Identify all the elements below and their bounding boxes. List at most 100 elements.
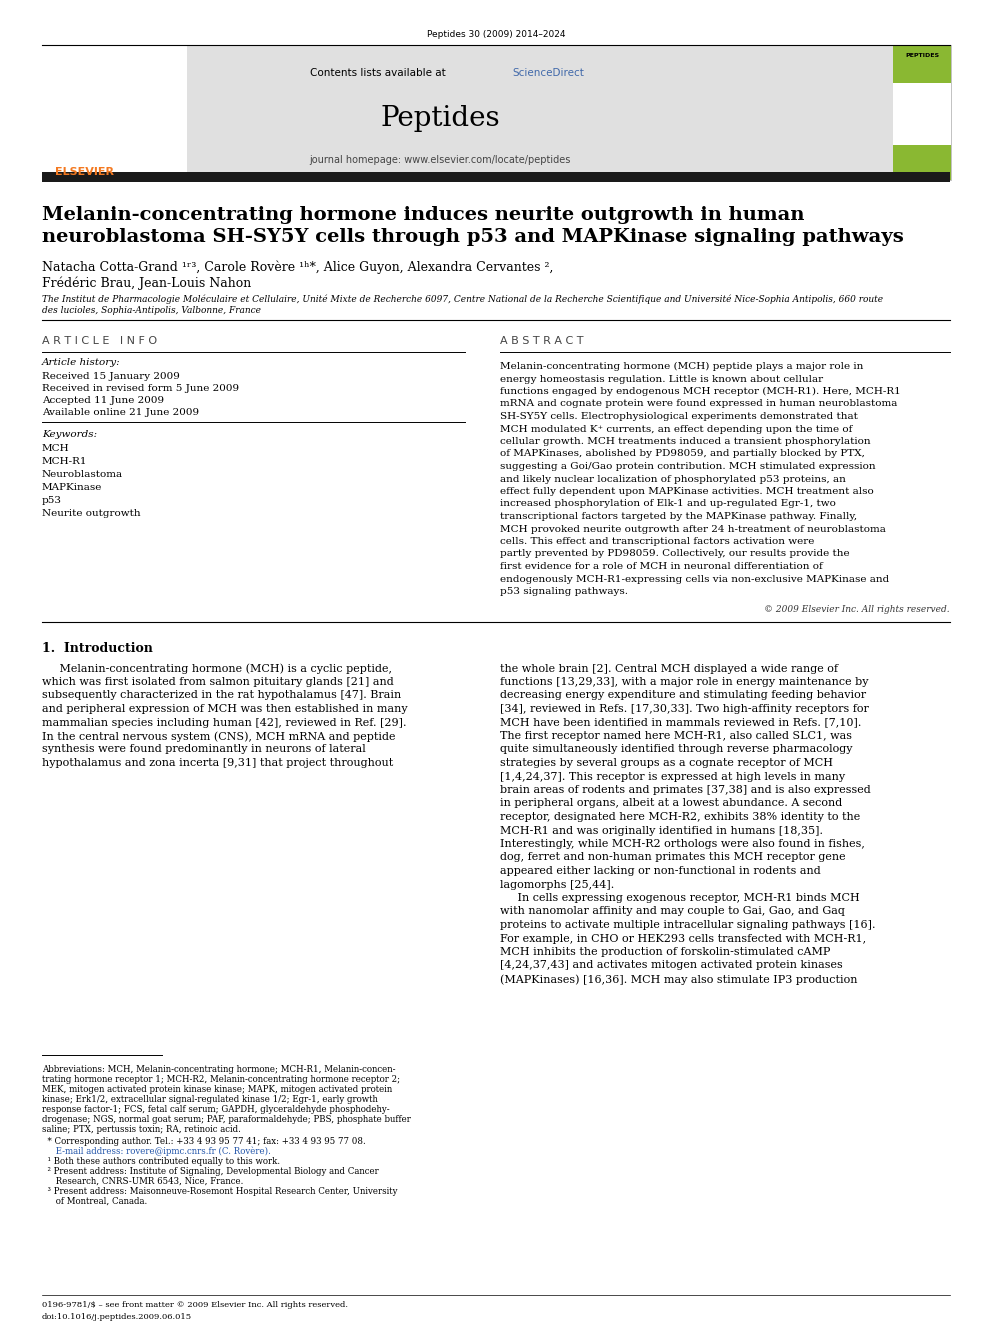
Text: A R T I C L E   I N F O: A R T I C L E I N F O bbox=[42, 336, 157, 347]
Text: Available online 21 June 2009: Available online 21 June 2009 bbox=[42, 407, 199, 417]
Text: response factor-1; FCS, fetal calf serum; GAPDH, glyceraldehyde phosphodehy-: response factor-1; FCS, fetal calf serum… bbox=[42, 1105, 390, 1114]
Text: hypothalamus and zona incerta [9,31] that project throughout: hypothalamus and zona incerta [9,31] tha… bbox=[42, 758, 393, 767]
Text: The first receptor named here MCH-R1, also called SLC1, was: The first receptor named here MCH-R1, al… bbox=[500, 732, 852, 741]
Text: MAPKinase: MAPKinase bbox=[42, 483, 102, 492]
Text: quite simultaneously identified through reverse pharmacology: quite simultaneously identified through … bbox=[500, 745, 852, 754]
Text: saline; PTX, pertussis toxin; RA, retinoic acid.: saline; PTX, pertussis toxin; RA, retino… bbox=[42, 1125, 241, 1134]
Text: with nanomolar affinity and may couple to Gai, Gao, and Gaq: with nanomolar affinity and may couple t… bbox=[500, 906, 845, 917]
Text: and peripheral expression of MCH was then established in many: and peripheral expression of MCH was the… bbox=[42, 704, 408, 714]
Text: effect fully dependent upon MAPKinase activities. MCH treatment also: effect fully dependent upon MAPKinase ac… bbox=[500, 487, 874, 496]
Text: suggesting a Goi/Gao protein contribution. MCH stimulated expression: suggesting a Goi/Gao protein contributio… bbox=[500, 462, 876, 471]
Text: Melanin-concentrating hormone (MCH) is a cyclic peptide,: Melanin-concentrating hormone (MCH) is a… bbox=[42, 664, 392, 673]
Text: cellular growth. MCH treatments induced a transient phosphorylation: cellular growth. MCH treatments induced … bbox=[500, 437, 871, 446]
Text: mammalian species including human [42], reviewed in Ref. [29].: mammalian species including human [42], … bbox=[42, 717, 407, 728]
Text: endogenously MCH-R1-expressing cells via non-exclusive MAPKinase and: endogenously MCH-R1-expressing cells via… bbox=[500, 574, 889, 583]
Text: MCH-R1: MCH-R1 bbox=[42, 456, 87, 466]
Text: increased phosphorylation of Elk-1 and up-regulated Egr-1, two: increased phosphorylation of Elk-1 and u… bbox=[500, 500, 836, 508]
Text: kinase; Erk1/2, extracellular signal-regulated kinase 1/2; Egr-1, early growth: kinase; Erk1/2, extracellular signal-reg… bbox=[42, 1095, 378, 1103]
Text: p53: p53 bbox=[42, 496, 62, 505]
Text: journal homepage: www.elsevier.com/locate/peptides: journal homepage: www.elsevier.com/locat… bbox=[310, 155, 570, 165]
Text: Received 15 January 2009: Received 15 January 2009 bbox=[42, 372, 180, 381]
Text: Neuroblastoma: Neuroblastoma bbox=[42, 470, 123, 479]
Text: Article history:: Article history: bbox=[42, 359, 121, 366]
Text: mRNA and cognate protein were found expressed in human neuroblastoma: mRNA and cognate protein were found expr… bbox=[500, 400, 898, 409]
Text: © 2009 Elsevier Inc. All rights reserved.: © 2009 Elsevier Inc. All rights reserved… bbox=[765, 605, 950, 614]
Text: SH-SY5Y cells. Electrophysiological experiments demonstrated that: SH-SY5Y cells. Electrophysiological expe… bbox=[500, 411, 858, 421]
Text: * Corresponding author. Tel.: +33 4 93 95 77 41; fax: +33 4 93 95 77 08.: * Corresponding author. Tel.: +33 4 93 9… bbox=[42, 1136, 366, 1146]
Text: Melanin-concentrating hormone induces neurite outgrowth in human: Melanin-concentrating hormone induces ne… bbox=[42, 206, 805, 224]
Text: of MAPKinases, abolished by PD98059, and partially blocked by PTX,: of MAPKinases, abolished by PD98059, and… bbox=[500, 450, 865, 459]
Text: [1,4,24,37]. This receptor is expressed at high levels in many: [1,4,24,37]. This receptor is expressed … bbox=[500, 771, 845, 782]
Text: Received in revised form 5 June 2009: Received in revised form 5 June 2009 bbox=[42, 384, 239, 393]
Bar bbox=[42, 172, 950, 183]
Bar bbox=[893, 45, 951, 180]
Text: For example, in CHO or HEK293 cells transfected with MCH-R1,: For example, in CHO or HEK293 cells tran… bbox=[500, 934, 866, 943]
Text: proteins to activate multiple intracellular signaling pathways [16].: proteins to activate multiple intracellu… bbox=[500, 919, 876, 930]
Text: Neurite outgrowth: Neurite outgrowth bbox=[42, 509, 141, 519]
Text: Natacha Cotta-Grand ¹ʳ³, Carole Rovère ¹ʰ*, Alice Guyon, Alexandra Cervantes ²,: Natacha Cotta-Grand ¹ʳ³, Carole Rovère ¹… bbox=[42, 261, 554, 274]
Text: ScienceDirect: ScienceDirect bbox=[512, 67, 584, 78]
Text: decreasing energy expenditure and stimulating feeding behavior: decreasing energy expenditure and stimul… bbox=[500, 691, 866, 700]
Text: des lucioles, Sophia-Antipolis, Valbonne, France: des lucioles, Sophia-Antipolis, Valbonne… bbox=[42, 306, 261, 315]
Text: functions [13,29,33], with a major role in energy maintenance by: functions [13,29,33], with a major role … bbox=[500, 677, 869, 687]
Bar bbox=[893, 45, 951, 83]
Text: and likely nuclear localization of phosphorylated p53 proteins, an: and likely nuclear localization of phosp… bbox=[500, 475, 846, 483]
Text: [34], reviewed in Refs. [17,30,33]. Two high-affinity receptors for: [34], reviewed in Refs. [17,30,33]. Two … bbox=[500, 704, 869, 714]
Text: strategies by several groups as a cognate receptor of MCH: strategies by several groups as a cognat… bbox=[500, 758, 833, 767]
Text: appeared either lacking or non-functional in rodents and: appeared either lacking or non-functiona… bbox=[500, 867, 820, 876]
Text: partly prevented by PD98059. Collectively, our results provide the: partly prevented by PD98059. Collectivel… bbox=[500, 549, 849, 558]
Text: ¹ Both these authors contributed equally to this work.: ¹ Both these authors contributed equally… bbox=[42, 1158, 280, 1166]
Text: cells. This effect and transcriptional factors activation were: cells. This effect and transcriptional f… bbox=[500, 537, 814, 546]
Text: drogenase; NGS, normal goat serum; PAF, paraformaldehyde; PBS, phosphate buffer: drogenase; NGS, normal goat serum; PAF, … bbox=[42, 1115, 411, 1125]
Text: In cells expressing exogenous receptor, MCH-R1 binds MCH: In cells expressing exogenous receptor, … bbox=[500, 893, 860, 904]
Text: In the central nervous system (CNS), MCH mRNA and peptide: In the central nervous system (CNS), MCH… bbox=[42, 732, 396, 742]
Text: receptor, designated here MCH-R2, exhibits 38% identity to the: receptor, designated here MCH-R2, exhibi… bbox=[500, 812, 860, 822]
Text: ² Present address: Institute of Signaling, Developmental Biology and Cancer: ² Present address: Institute of Signalin… bbox=[42, 1167, 379, 1176]
Text: brain areas of rodents and primates [37,38] and is also expressed: brain areas of rodents and primates [37,… bbox=[500, 785, 871, 795]
Text: MCH modulated K⁺ currents, an effect depending upon the time of: MCH modulated K⁺ currents, an effect dep… bbox=[500, 425, 852, 434]
Text: MCH have been identified in mammals reviewed in Refs. [7,10].: MCH have been identified in mammals revi… bbox=[500, 717, 861, 728]
Text: MCH-R1 and was originally identified in humans [18,35].: MCH-R1 and was originally identified in … bbox=[500, 826, 823, 836]
Text: 1.  Introduction: 1. Introduction bbox=[42, 642, 153, 655]
Text: synthesis were found predominantly in neurons of lateral: synthesis were found predominantly in ne… bbox=[42, 745, 366, 754]
Text: MCH inhibits the production of forskolin-stimulated cAMP: MCH inhibits the production of forskolin… bbox=[500, 947, 830, 957]
Text: doi:10.1016/j.peptides.2009.06.015: doi:10.1016/j.peptides.2009.06.015 bbox=[42, 1312, 192, 1320]
Text: [4,24,37,43] and activates mitogen activated protein kinases: [4,24,37,43] and activates mitogen activ… bbox=[500, 960, 843, 971]
Text: ELSEVIER: ELSEVIER bbox=[55, 167, 114, 177]
Text: trating hormone receptor 1; MCH-R2, Melanin-concentrating hormone receptor 2;: trating hormone receptor 1; MCH-R2, Mela… bbox=[42, 1076, 400, 1084]
Text: MCH: MCH bbox=[42, 445, 69, 452]
Bar bbox=[42, 45, 950, 180]
Text: Melanin-concentrating hormone (MCH) peptide plays a major role in: Melanin-concentrating hormone (MCH) pept… bbox=[500, 363, 863, 372]
Text: E-mail address: rovere@ipmc.cnrs.fr (C. Rovère).: E-mail address: rovere@ipmc.cnrs.fr (C. … bbox=[42, 1147, 271, 1156]
Text: Interestingly, while MCH-R2 orthologs were also found in fishes,: Interestingly, while MCH-R2 orthologs we… bbox=[500, 839, 865, 849]
Text: 0196-9781/$ – see front matter © 2009 Elsevier Inc. All rights reserved.: 0196-9781/$ – see front matter © 2009 El… bbox=[42, 1301, 348, 1308]
Bar bbox=[893, 83, 951, 146]
Text: p53 signaling pathways.: p53 signaling pathways. bbox=[500, 587, 628, 595]
Text: Accepted 11 June 2009: Accepted 11 June 2009 bbox=[42, 396, 164, 405]
Text: of Montreal, Canada.: of Montreal, Canada. bbox=[42, 1197, 147, 1207]
Text: energy homeostasis regulation. Little is known about cellular: energy homeostasis regulation. Little is… bbox=[500, 374, 823, 384]
Bar bbox=[42, 45, 187, 180]
Text: the whole brain [2]. Central MCH displayed a wide range of: the whole brain [2]. Central MCH display… bbox=[500, 664, 838, 673]
Text: which was first isolated from salmon pituitary glands [21] and: which was first isolated from salmon pit… bbox=[42, 677, 394, 687]
Text: dog, ferret and non-human primates this MCH receptor gene: dog, ferret and non-human primates this … bbox=[500, 852, 845, 863]
Text: The Institut de Pharmacologie Moléculaire et Cellulaire, Unité Mixte de Recherch: The Institut de Pharmacologie Moléculair… bbox=[42, 294, 883, 303]
Text: Frédéric Brau, Jean-Louis Nahon: Frédéric Brau, Jean-Louis Nahon bbox=[42, 277, 251, 290]
Text: (MAPKinases) [16,36]. MCH may also stimulate IP3 production: (MAPKinases) [16,36]. MCH may also stimu… bbox=[500, 974, 857, 984]
Text: functions engaged by endogenous MCH receptor (MCH-R1). Here, MCH-R1: functions engaged by endogenous MCH rece… bbox=[500, 388, 901, 396]
Text: Research, CNRS-UMR 6543, Nice, France.: Research, CNRS-UMR 6543, Nice, France. bbox=[42, 1177, 243, 1185]
Text: subsequently characterized in the rat hypothalamus [47]. Brain: subsequently characterized in the rat hy… bbox=[42, 691, 401, 700]
Text: lagomorphs [25,44].: lagomorphs [25,44]. bbox=[500, 880, 614, 889]
Text: A B S T R A C T: A B S T R A C T bbox=[500, 336, 583, 347]
Text: transcriptional factors targeted by the MAPKinase pathway. Finally,: transcriptional factors targeted by the … bbox=[500, 512, 857, 521]
Text: Keywords:: Keywords: bbox=[42, 430, 97, 439]
Text: in peripheral organs, albeit at a lowest abundance. A second: in peripheral organs, albeit at a lowest… bbox=[500, 799, 842, 808]
Text: MEK, mitogen activated protein kinase kinase; MAPK, mitogen activated protein: MEK, mitogen activated protein kinase ki… bbox=[42, 1085, 392, 1094]
Text: Contents lists available at: Contents lists available at bbox=[310, 67, 449, 78]
Bar bbox=[893, 146, 951, 180]
Text: PEPTIDES: PEPTIDES bbox=[905, 53, 939, 58]
Text: first evidence for a role of MCH in neuronal differentiation of: first evidence for a role of MCH in neur… bbox=[500, 562, 822, 572]
Text: Peptides 30 (2009) 2014–2024: Peptides 30 (2009) 2014–2024 bbox=[427, 30, 565, 38]
Text: ³ Present address: Maisonneuve-Rosemont Hospital Research Center, University: ³ Present address: Maisonneuve-Rosemont … bbox=[42, 1187, 398, 1196]
Text: neuroblastoma SH-SY5Y cells through p53 and MAPKinase signaling pathways: neuroblastoma SH-SY5Y cells through p53 … bbox=[42, 228, 904, 246]
